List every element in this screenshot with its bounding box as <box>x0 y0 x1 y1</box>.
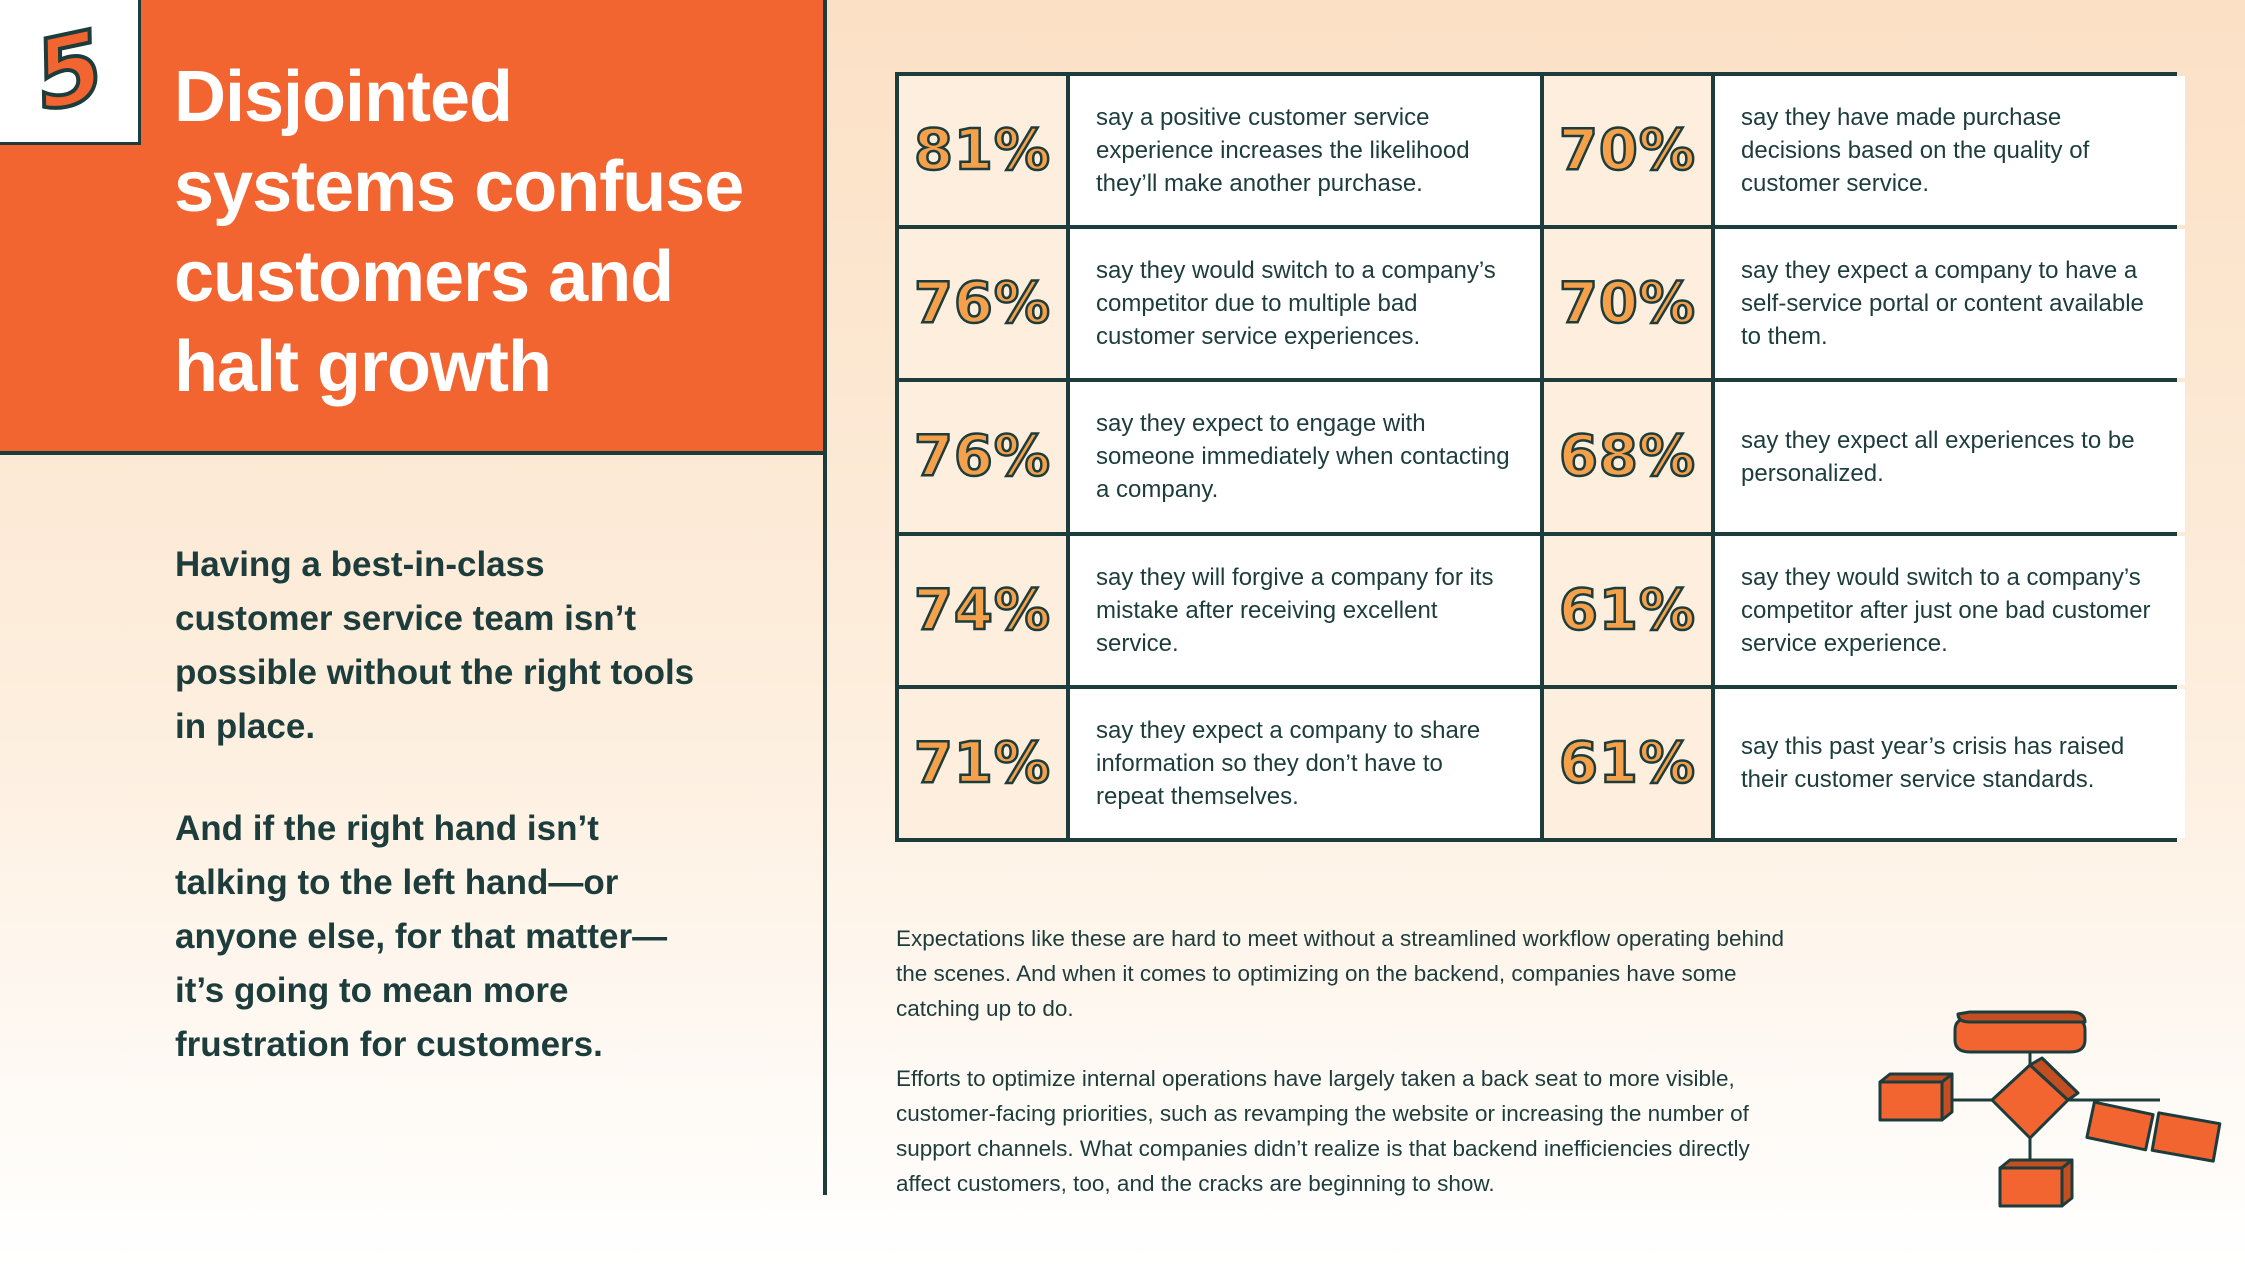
bottom-block <box>1998 1166 2064 1208</box>
body-paragraph-2: Efforts to optimize internal operations … <box>896 1066 1750 1196</box>
bottom-block-top <box>1998 1158 2074 1170</box>
stat-percent-cell: 81% <box>899 76 1066 226</box>
horizontal-divider <box>0 451 827 455</box>
stat-text: say they have made purchase decisions ba… <box>1741 104 2090 198</box>
stat-percent-cell: 74% <box>899 535 1066 685</box>
stat-text-cell: say they have made purchase decisions ba… <box>1715 76 2185 226</box>
stat-text-cell: say this past year’s crisis has raised t… <box>1715 688 2185 838</box>
stat-percent-cell: 71% <box>899 688 1066 838</box>
body-paragraph-1: Expectations like these are hard to meet… <box>896 926 1784 1021</box>
stat-text-cell: say they expect to engage with someone i… <box>1070 382 1540 532</box>
stat-text-cell: say they would switch to a company’s com… <box>1070 229 1540 379</box>
stat-text-cell: say they expect a company to have a self… <box>1715 229 2185 379</box>
stat-percent-cell: 76% <box>899 229 1066 379</box>
vertical-divider <box>823 0 827 1195</box>
stat-percent-cell: 70% <box>1544 76 1711 226</box>
stat-text: say a positive customer service experien… <box>1096 104 1470 198</box>
right-block <box>2085 1100 2155 1152</box>
section-number-badge: 5 <box>0 0 141 145</box>
center-diamond-side <box>2028 1056 2080 1102</box>
stat-percent: 81% <box>913 117 1052 185</box>
stat-percent: 61% <box>1558 730 1697 798</box>
stat-percent: 71% <box>913 730 1052 798</box>
page-title: Disjointed systems confuse customers and… <box>174 57 744 407</box>
stats-table: 81% say a positive customer service expe… <box>895 72 2185 842</box>
stat-text-cell: say a positive customer service experien… <box>1070 76 1540 226</box>
top-capsule-top <box>1956 1010 2087 1024</box>
stat-percent: 70% <box>1558 117 1697 185</box>
stat-text: say they will forgive a company for its … <box>1096 563 1494 657</box>
stat-percent: 61% <box>1558 576 1697 644</box>
section-number: 5 <box>23 7 116 134</box>
stat-percent-cell: 68% <box>1544 382 1711 532</box>
stat-percent: 76% <box>913 423 1052 491</box>
stat-text: say they would switch to a company’s com… <box>1096 257 1496 351</box>
stat-text: say they expect a company to share infor… <box>1096 716 1481 810</box>
stat-percent: 68% <box>1558 423 1697 491</box>
left-block-top <box>1878 1072 1954 1084</box>
stat-text-cell: say they will forgive a company for its … <box>1070 535 1540 685</box>
stat-text-cell: say they would switch to a company’s com… <box>1715 535 2185 685</box>
far-right-block <box>2150 1111 2222 1163</box>
stat-text: say they expect all experiences to be pe… <box>1741 426 2135 487</box>
stat-text-cell: say they expect all experiences to be pe… <box>1715 382 2185 532</box>
stat-text: say they would switch to a company’s com… <box>1741 563 2151 657</box>
stat-text: say they expect a company to have a self… <box>1741 257 2144 351</box>
stat-percent-cell: 61% <box>1544 535 1711 685</box>
stat-text-cell: say they expect a company to share infor… <box>1070 688 1540 838</box>
connected-blocks-illustration <box>1878 1010 2222 1208</box>
stat-percent: 74% <box>913 576 1052 644</box>
stat-percent-cell: 61% <box>1544 688 1711 838</box>
stat-percent: 76% <box>913 270 1052 338</box>
stat-percent-cell: 70% <box>1544 229 1711 379</box>
stat-text: say this past year’s crisis has raised t… <box>1741 733 2125 794</box>
intro-paragraph-2: And if the right hand isn’t talking to t… <box>175 809 668 1064</box>
stat-percent-cell: 76% <box>899 382 1066 532</box>
intro-paragraph-1: Having a best-in-class customer service … <box>175 545 695 746</box>
stat-text: say they expect to engage with someone i… <box>1096 410 1510 504</box>
left-block <box>1878 1080 1944 1122</box>
stat-percent: 70% <box>1558 270 1697 338</box>
